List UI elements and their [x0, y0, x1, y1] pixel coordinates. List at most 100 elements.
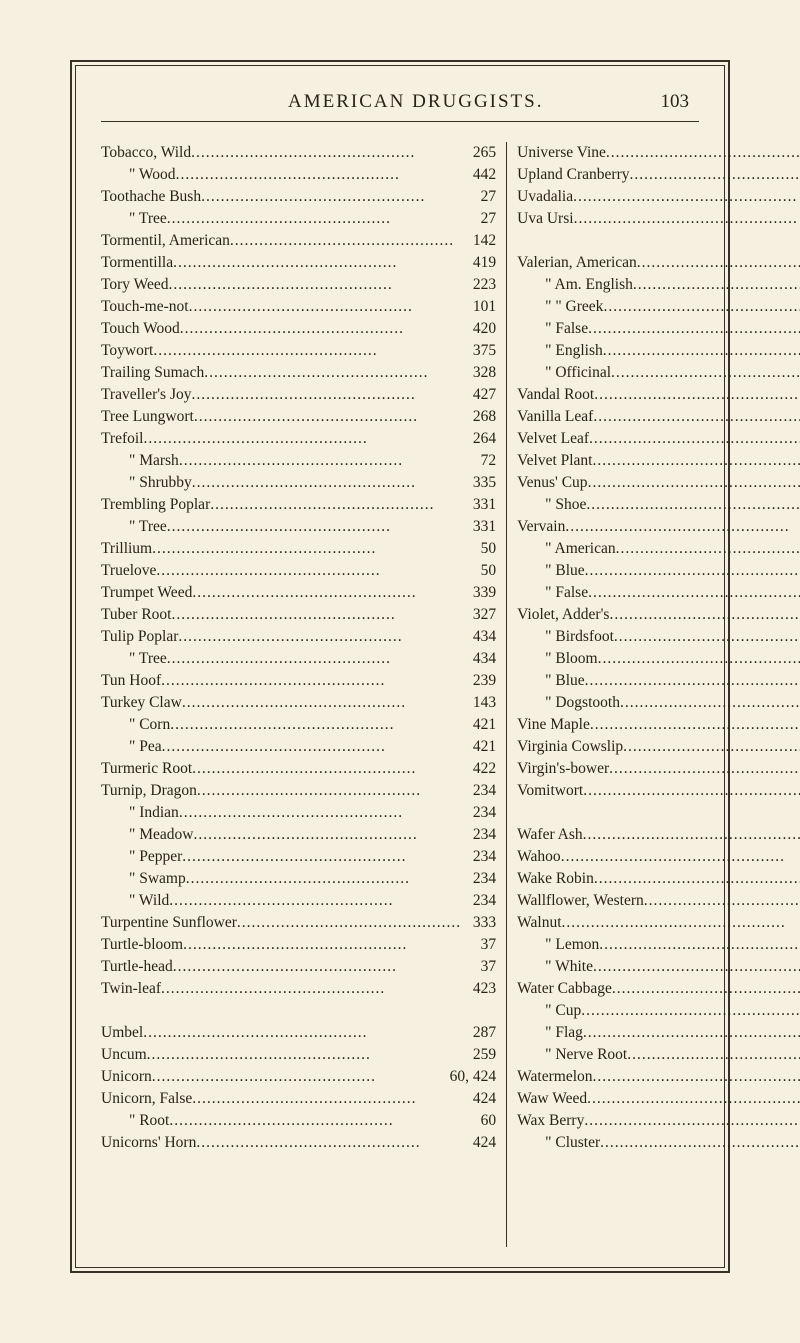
entry-label: Tulip Poplar — [101, 626, 403, 648]
index-entry: Uva Ursi425 — [517, 208, 800, 230]
entry-page: 239 — [461, 670, 496, 692]
entry-label: Trailing Sumach — [101, 362, 428, 384]
index-entry: Trefoil264 — [101, 428, 496, 450]
index-entry: " Nerve Root232 — [517, 1044, 800, 1066]
entry-page: 422 — [461, 758, 496, 780]
entry-label: " Nerve Root — [517, 1044, 800, 1066]
index-entry: Unicorn, False424 — [101, 1088, 496, 1110]
entry-page: 331 — [461, 516, 496, 538]
entry-label: " Am. English — [517, 274, 800, 296]
entry-page: 375 — [461, 340, 496, 362]
index-entry: " Corn421 — [101, 714, 496, 736]
index-entry: " Tree331 — [101, 516, 496, 538]
entry-label: Toywort — [101, 340, 378, 362]
entry-label: Unicorns' Horn — [101, 1132, 421, 1154]
entry-page: 223 — [461, 274, 496, 296]
entry-page: 27 — [461, 186, 496, 208]
index-entry: " Shrubby335 — [101, 472, 496, 494]
entry-label: Tun Hoof — [101, 670, 385, 692]
entry-page: 339 — [461, 582, 496, 604]
entry-page: 234 — [461, 780, 496, 802]
entry-page: 434 — [461, 626, 496, 648]
index-entry: Velvet Leaf309 — [517, 428, 800, 450]
entry-page: 421 — [461, 736, 496, 758]
entry-page: 50 — [461, 538, 496, 560]
entry-page: 37 — [461, 934, 496, 956]
entry-page: 72 — [461, 450, 496, 472]
entry-label: Twin-leaf — [101, 978, 385, 1000]
index-entry: " Birdsfoot428 — [517, 626, 800, 648]
entry-label: Valerian, American — [517, 252, 800, 274]
entry-label: Violet, Adder's — [517, 604, 800, 626]
index-entry: Vine Maple310 — [517, 714, 800, 736]
index-entry: Umbel287 — [101, 1022, 496, 1044]
entry-label: " Cluster — [517, 1132, 800, 1154]
index-entry: Upland Cranberry425 — [517, 164, 800, 186]
index-entry: Valerian, American287 — [517, 252, 800, 274]
index-entry: Unicorn60, 424 — [101, 1066, 496, 1088]
entry-label: " American — [517, 538, 800, 560]
entry-label: Trefoil — [101, 428, 368, 450]
entry-label: Wax Berry — [517, 1110, 800, 1132]
entry-label: " False — [517, 582, 800, 604]
index-entry: Turpentine Sunflower333 — [101, 912, 496, 934]
entry-label: " Meadow — [101, 824, 418, 846]
index-entry: Tuber Root327 — [101, 604, 496, 626]
index-entry: " Pepper234 — [101, 846, 496, 868]
index-entry: Unicorns' Horn424 — [101, 1132, 496, 1154]
entry-label: Truelove — [101, 560, 381, 582]
index-entry: Trembling Poplar 331 — [101, 494, 496, 516]
index-entry: Wahoo431 — [517, 846, 800, 868]
entry-label: Unicorn — [101, 1066, 376, 1088]
index-entry: " Swamp234 — [101, 868, 496, 890]
entry-page: 234 — [461, 890, 496, 912]
entry-page: 234 — [461, 846, 496, 868]
outer-border: AMERICAN DRUGGISTS. 103 Tobacco, Wild265… — [70, 60, 730, 1273]
entry-label: " Corn — [101, 714, 394, 736]
index-entry: " Wood442 — [101, 164, 496, 186]
entry-label: Universe Vine — [517, 142, 800, 164]
left-column: Tobacco, Wild265" Wood442Toothache Bush2… — [101, 142, 507, 1247]
entry-label: Wafer Ash — [517, 824, 800, 846]
entry-page: 27 — [461, 208, 496, 230]
entry-label: Trembling Poplar — [101, 494, 434, 516]
entry-page: 419 — [461, 252, 496, 274]
entry-label: Turmeric Root — [101, 758, 416, 780]
index-entry: Trillium50 — [101, 538, 496, 560]
index-entry — [101, 1000, 496, 1022]
index-entry — [517, 230, 800, 252]
entry-page: 442 — [461, 164, 496, 186]
entry-label: Tormentilla — [101, 252, 397, 274]
entry-label: " Tree — [101, 208, 391, 230]
page-container: AMERICAN DRUGGISTS. 103 Tobacco, Wild265… — [0, 0, 800, 1343]
entry-label: Vandal Root — [517, 384, 800, 406]
entry-label: Virgin's-bower — [517, 758, 800, 780]
index-entry: Uvadalia45 — [517, 186, 800, 208]
index-entry: Trumpet Weed339 — [101, 582, 496, 604]
index-entry: " American427 — [517, 538, 800, 560]
entry-page: 331 — [461, 494, 496, 516]
entry-label: Waw Weed — [517, 1088, 800, 1110]
index-entry: " Officinal426 — [517, 362, 800, 384]
index-entry: Turmeric Root 422 — [101, 758, 496, 780]
entry-label: " Root — [101, 1110, 394, 1132]
index-entry: Toywort 375 — [101, 340, 496, 362]
index-entry: Virginia Cowslip267 — [517, 736, 800, 758]
entry-label: Turtle-head — [101, 956, 397, 978]
index-entry: Toothache Bush27 — [101, 186, 496, 208]
entry-label: Watermelon — [517, 1066, 800, 1088]
index-entry: " Tree434 — [101, 648, 496, 670]
entry-label: Tree Lungwort — [101, 406, 418, 428]
entry-label: Turpentine Sunflower — [101, 912, 461, 934]
index-entry: Wax Berry42 — [517, 1110, 800, 1132]
entry-page: 335 — [461, 472, 496, 494]
index-entry: " Pea421 — [101, 736, 496, 758]
entry-page: 50 — [461, 560, 496, 582]
index-entry: " Indian234 — [101, 802, 496, 824]
index-entry: Wallflower, Western55 — [517, 890, 800, 912]
entry-label: Traveller's Joy — [101, 384, 416, 406]
entry-label: " Cup — [517, 1000, 800, 1022]
entry-label: Touch Wood — [101, 318, 404, 340]
entry-page: 333 — [461, 912, 496, 934]
entry-page: 259 — [461, 1044, 496, 1066]
